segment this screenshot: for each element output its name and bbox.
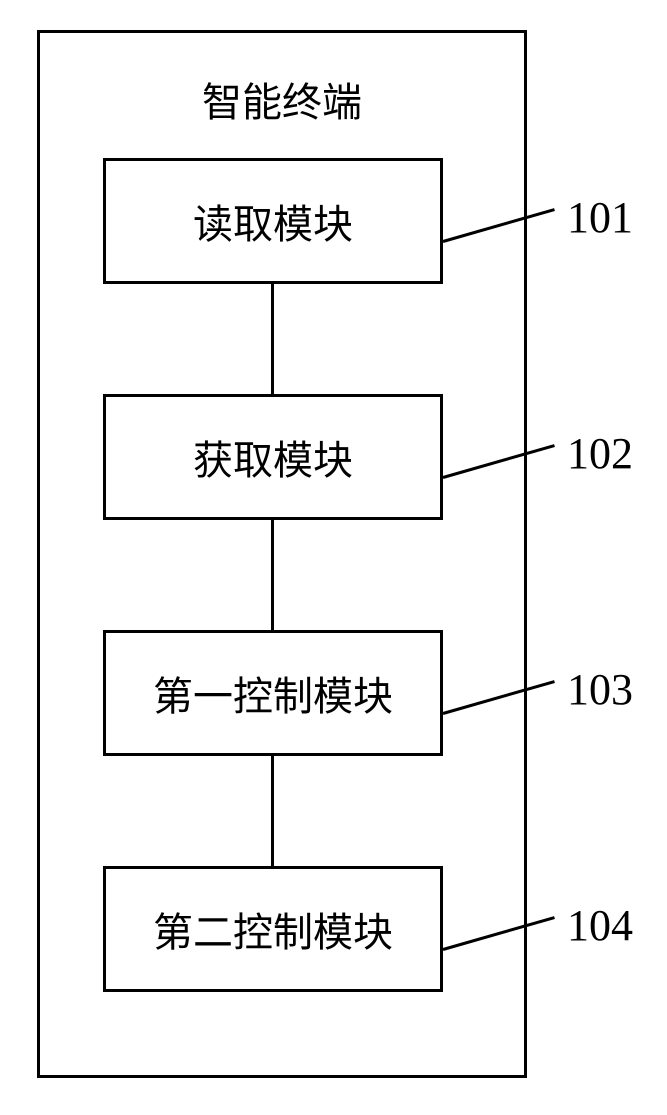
module-box-control-1: 第一控制模块	[103, 630, 443, 756]
ref-label-104: 104	[567, 900, 633, 951]
module-label: 读取模块	[193, 192, 353, 250]
module-label: 第一控制模块	[153, 664, 393, 722]
diagram-title: 智能终端	[37, 70, 527, 128]
ref-label-102: 102	[567, 428, 633, 479]
connector-3-4	[271, 756, 274, 866]
ref-label-101: 101	[567, 192, 633, 243]
module-label: 第二控制模块	[153, 900, 393, 958]
module-box-control-2: 第二控制模块	[103, 866, 443, 992]
connector-2-3	[271, 520, 274, 630]
ref-label-103: 103	[567, 664, 633, 715]
module-box-read: 读取模块	[103, 158, 443, 284]
module-label: 获取模块	[193, 428, 353, 486]
connector-1-2	[271, 284, 274, 394]
module-box-acquire: 获取模块	[103, 394, 443, 520]
